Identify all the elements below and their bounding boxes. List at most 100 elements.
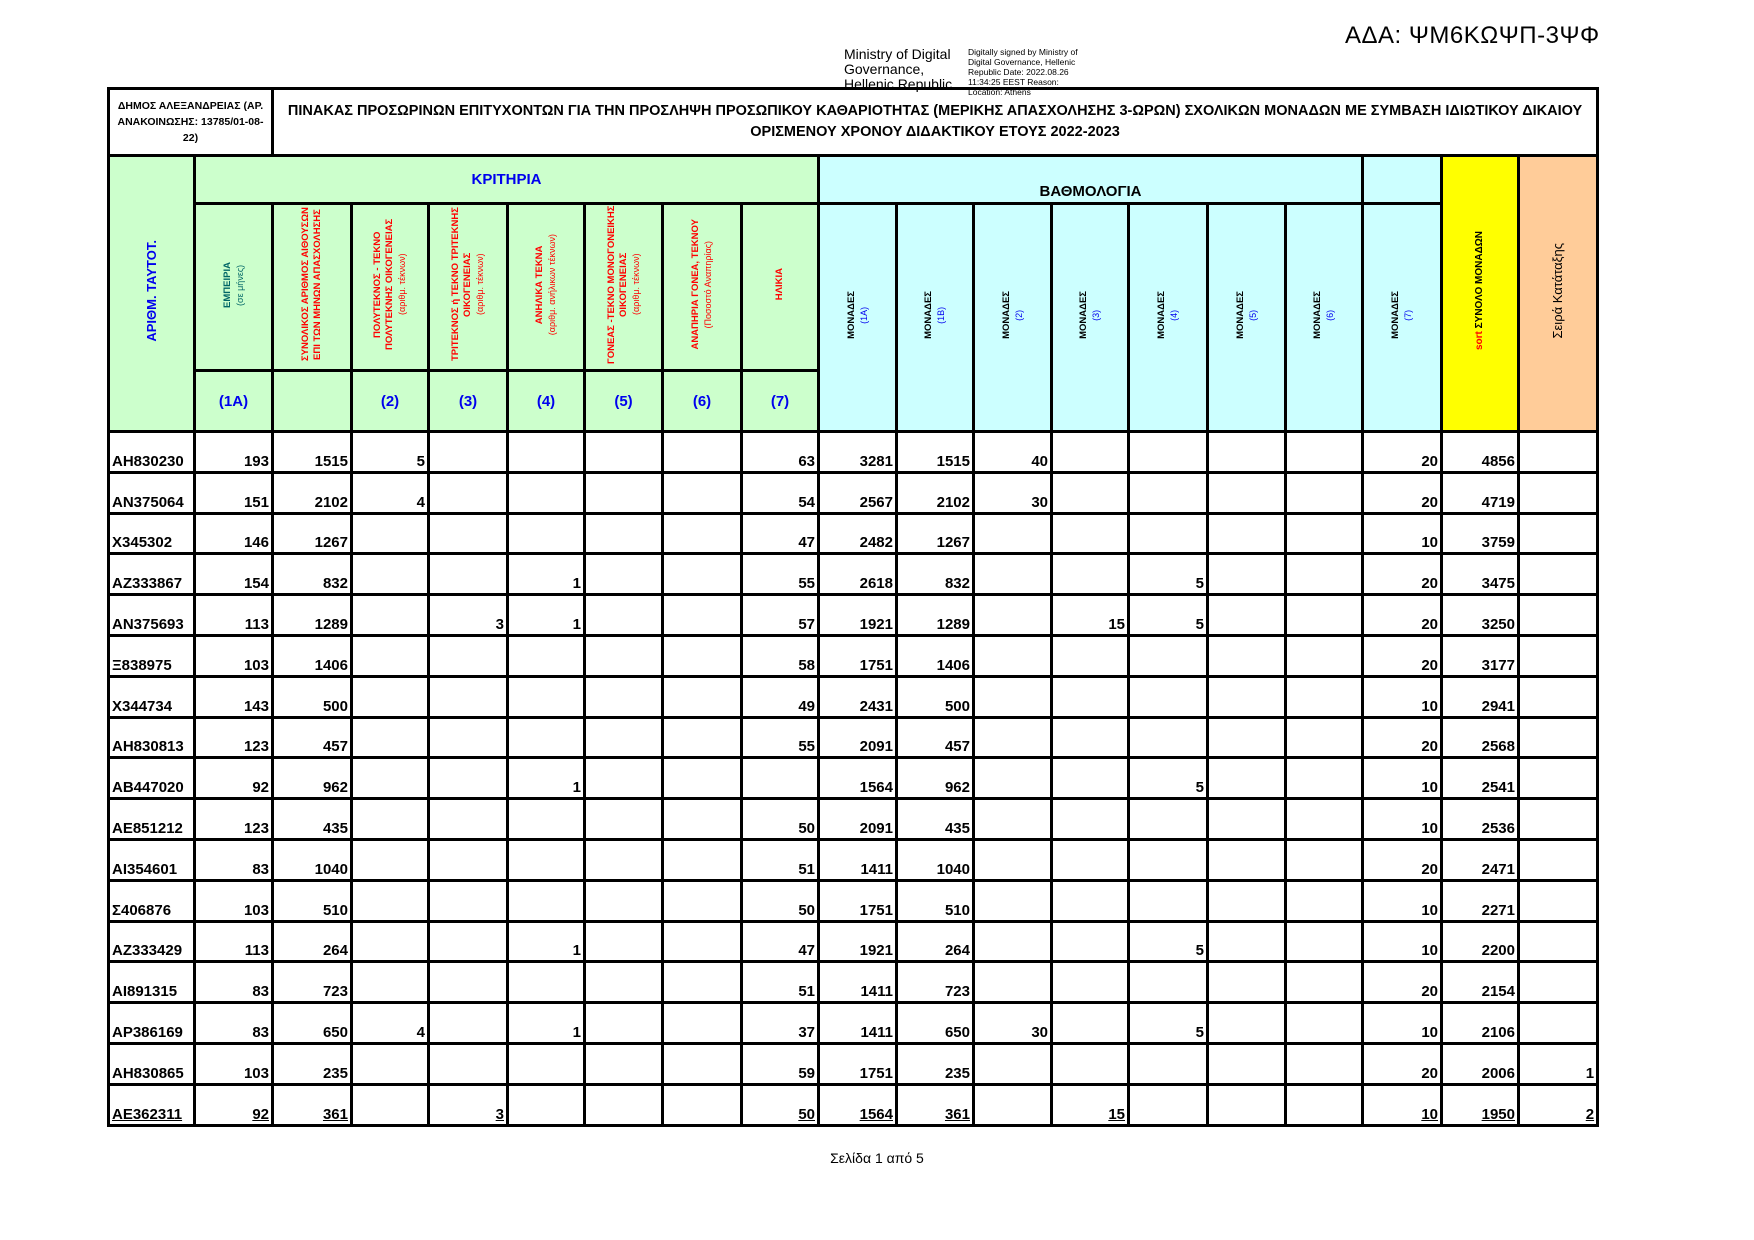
- value-cell: [972, 1082, 1053, 1127]
- total-column-header[interactable]: sort ΣΥΝΟΛΟ ΜΟΝΑΔΩΝ: [1440, 154, 1520, 433]
- value-cell: [1206, 797, 1287, 841]
- value-cell: 2271: [1440, 878, 1520, 923]
- table-row: Χ344734 143 500 49 2431 500 10 2941: [107, 674, 1600, 719]
- value-cell: [1284, 919, 1364, 964]
- scoring-group-spacer: [1361, 154, 1443, 205]
- score-code: (2): [1013, 309, 1024, 321]
- criteria-header-5: ΑΝΗΛΙΚΑ ΤΕΚΝΑ (αριθμ. ανήλικων τέκνων): [506, 202, 586, 372]
- criteria-header-4: ΤΡΙΤΕΚΝΟΣ ή ΤΕΚΝΟ ΤΡΙΤΕΚΝΗΣ ΟΙΚΟΓΕΝΕΙΑΣ(…: [427, 202, 509, 372]
- value-cell: 962: [271, 756, 353, 801]
- value-cell: [1206, 715, 1287, 760]
- value-cell: [427, 715, 509, 760]
- value-cell: 1751: [817, 633, 898, 678]
- value-cell: 1751: [817, 878, 898, 923]
- value-cell: [972, 511, 1053, 556]
- value-cell: 361: [271, 1082, 353, 1127]
- value-cell: 20: [1361, 960, 1443, 1005]
- value-cell: [972, 552, 1053, 597]
- id-cell: ΑΗ830865: [107, 1041, 196, 1086]
- criteria-sub: (σε μήνες): [234, 263, 245, 306]
- value-cell: 15: [1050, 1082, 1130, 1127]
- criteria-header-3: ΠΟΛΥΤΕΚΝΟΣ - ΤΕΚΝΟ ΠΟΛΥΤΕΚΝΗΣ ΟΙΚΟΓΕΝΕΙΑ…: [350, 202, 430, 372]
- value-cell: 1751: [817, 1041, 898, 1086]
- value-cell: 20: [1361, 593, 1443, 637]
- value-cell: [1050, 797, 1130, 841]
- value-cell: 92: [193, 1082, 274, 1127]
- table-row: ΑΕ362311 92 361 3 50 1564 361 15 10 1950 2: [107, 1082, 1600, 1127]
- value-cell: 2471: [1440, 837, 1520, 882]
- value-cell: [350, 919, 430, 964]
- value-cell: [661, 837, 743, 882]
- value-cell: [1127, 633, 1209, 678]
- value-cell: [427, 797, 509, 841]
- value-cell: 40: [972, 430, 1053, 474]
- value-cell: [350, 511, 430, 556]
- table-row: ΑΝ375064 151 2102 4 54 2567 2102 30 20 4719: [107, 470, 1600, 515]
- value-cell: 1: [506, 1001, 586, 1045]
- value-cell: 1950: [1440, 1082, 1520, 1127]
- value-cell: 50: [740, 878, 820, 923]
- value-cell: [1284, 470, 1364, 515]
- value-cell: [350, 1041, 430, 1086]
- value-cell: 154: [193, 552, 274, 597]
- value-cell: 15: [1050, 593, 1130, 637]
- value-cell: [506, 797, 586, 841]
- value-cell: [661, 960, 743, 1005]
- value-cell: [427, 633, 509, 678]
- value-cell: 83: [193, 1001, 274, 1045]
- value-cell: [1206, 674, 1287, 719]
- table-row: ΑΡ386169 83 650 4 1 37 1411 650 30 5 10 2106: [107, 1001, 1600, 1045]
- value-cell: [583, 756, 664, 801]
- value-cell: [1516, 797, 1600, 841]
- value-cell: [1206, 919, 1287, 964]
- value-cell: [1050, 960, 1130, 1005]
- value-cell: [661, 756, 743, 801]
- value-cell: 2154: [1440, 960, 1520, 1005]
- value-cell: 650: [271, 1001, 353, 1045]
- table-row: ΑΙ891315 83 723 51 1411 723 20 2154: [107, 960, 1600, 1005]
- value-cell: 5: [1127, 1001, 1209, 1045]
- value-cell: 37: [740, 1001, 820, 1045]
- criteria-code-2: [271, 369, 353, 433]
- table-row: ΑΖ333429 113 264 1 47 1921 264 5 10 2200: [107, 919, 1600, 964]
- value-cell: [506, 878, 586, 923]
- criteria-label: ΕΜΠΕΙΡΙΑ: [221, 261, 233, 308]
- value-cell: 5: [350, 430, 430, 474]
- value-cell: [1284, 960, 1364, 1005]
- value-cell: 4856: [1440, 430, 1520, 474]
- value-cell: [350, 674, 430, 719]
- value-cell: [583, 960, 664, 1005]
- criteria-code-7: (6): [661, 369, 743, 433]
- value-cell: [1050, 878, 1130, 923]
- value-cell: [1516, 511, 1600, 556]
- value-cell: [583, 674, 664, 719]
- value-cell: [1284, 878, 1364, 923]
- value-cell: [583, 1082, 664, 1127]
- criteria-header-6: ΓΟΝΕΑΣ -ΤΕΚΝΟ ΜΟΝΟΓΟΝΕΙΚΗΣ ΟΙΚΟΓΕΝΕΙΑΣ (α…: [583, 202, 664, 372]
- value-cell: 2091: [817, 715, 898, 760]
- id-cell: Χ345302: [107, 511, 196, 556]
- value-cell: [1284, 1041, 1364, 1086]
- value-cell: 500: [271, 674, 353, 719]
- value-cell: 20: [1361, 552, 1443, 597]
- value-cell: [583, 633, 664, 678]
- value-cell: [506, 430, 586, 474]
- table-row: ΑΗ830230 193 1515 5 63 3281 1515 40 20 4856: [107, 430, 1600, 474]
- value-cell: [427, 1041, 509, 1086]
- value-cell: [1516, 878, 1600, 923]
- value-cell: 59: [740, 1041, 820, 1086]
- value-cell: [661, 430, 743, 474]
- value-cell: 1: [1516, 1041, 1600, 1086]
- value-cell: 3475: [1440, 552, 1520, 597]
- value-cell: 1: [506, 593, 586, 637]
- value-cell: [1050, 715, 1130, 760]
- value-cell: [1127, 715, 1209, 760]
- score-code: (5): [1247, 309, 1258, 321]
- score-code: (7): [1403, 309, 1413, 321]
- value-cell: [350, 797, 430, 841]
- value-cell: [661, 552, 743, 597]
- value-cell: [1206, 552, 1287, 597]
- value-cell: 103: [193, 1041, 274, 1086]
- table-row: ΑΗ830813 123 457 55 2091 457 20 2568: [107, 715, 1600, 760]
- value-cell: [1127, 797, 1209, 841]
